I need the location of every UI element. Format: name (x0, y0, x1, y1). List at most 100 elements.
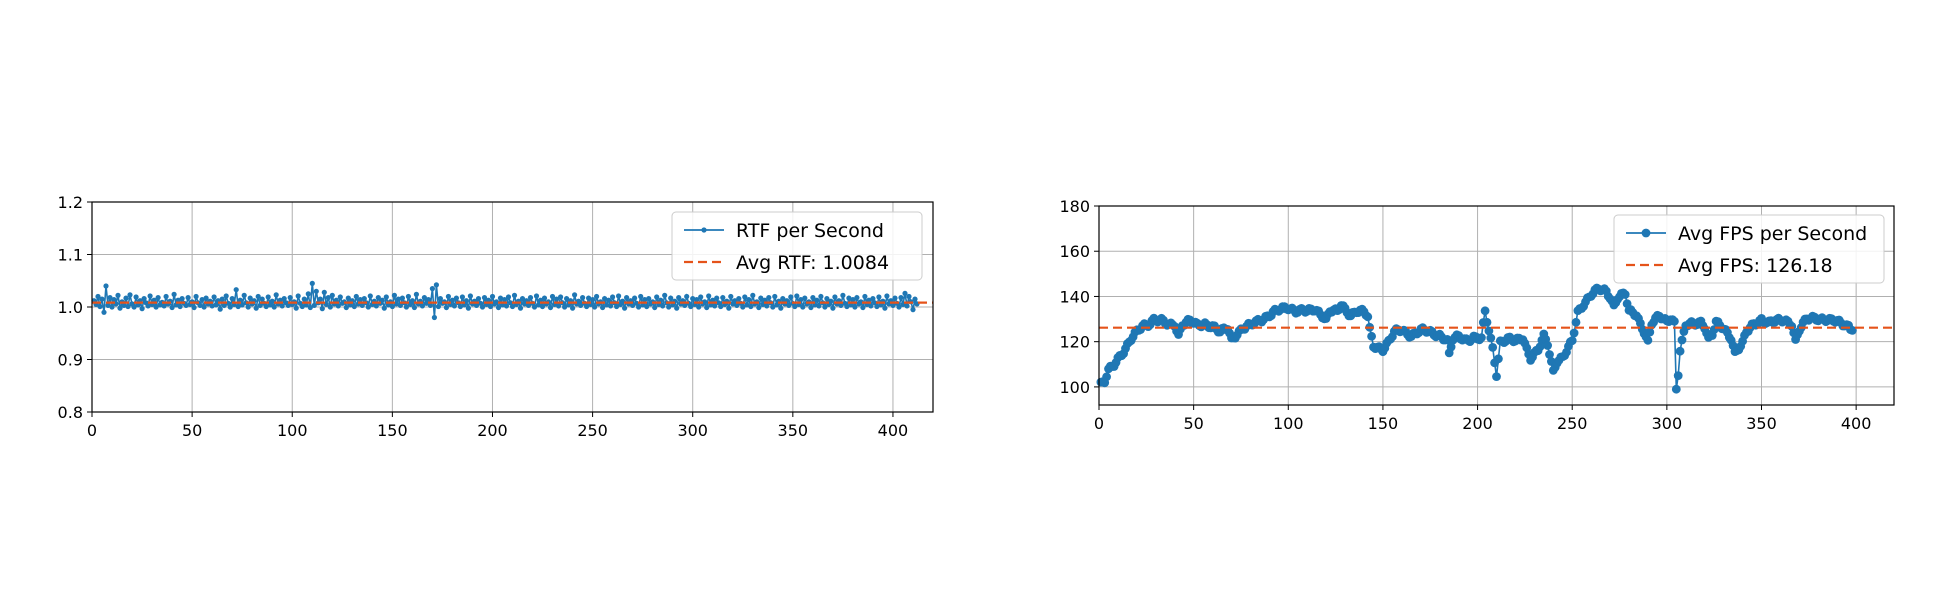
x-tick-label: 0 (87, 421, 97, 440)
data-point (870, 296, 876, 302)
legend-box (671, 211, 923, 281)
data-point (1671, 384, 1681, 394)
axes-frame (1098, 205, 1895, 406)
data-point (850, 297, 856, 303)
data-point (397, 302, 403, 308)
data-point (255, 293, 261, 300)
data-point (556, 303, 562, 309)
data-point (413, 291, 419, 297)
data-point (890, 302, 896, 308)
data-point (479, 304, 486, 310)
data-point (718, 303, 724, 310)
data-point (389, 303, 395, 310)
data-point (1477, 333, 1486, 342)
data-point (608, 303, 614, 309)
data-point (161, 303, 167, 309)
data-point (453, 295, 459, 301)
y-tick-label: 0.9 (58, 351, 83, 370)
data-point (111, 297, 117, 303)
data-point (642, 297, 648, 303)
x-tick-label: 250 (1557, 414, 1588, 433)
data-point (153, 304, 159, 310)
data-point (233, 287, 239, 293)
legend-label: Avg RTF: 1.0084 (736, 252, 889, 274)
data-point (409, 298, 415, 304)
data-point (197, 302, 203, 308)
data-point (223, 293, 229, 299)
data-point (395, 296, 401, 302)
data-point (810, 295, 816, 301)
data-point (359, 302, 365, 308)
data-point (1535, 342, 1545, 352)
data-point (902, 290, 908, 296)
data-point (876, 294, 882, 300)
data-point (311, 302, 317, 308)
data-point (564, 296, 570, 302)
data-point (375, 295, 381, 301)
rtf-chart: 0 50 100 150 200 250 300 350 400 0.8 0.9 1.0 1.1 1.2 R… (58, 193, 934, 440)
data-point (720, 295, 726, 301)
data-point (309, 280, 315, 286)
x-tick-label: 200 (477, 421, 508, 440)
data-point (794, 293, 800, 299)
data-point (357, 297, 363, 303)
data-point (241, 292, 247, 298)
data-point (493, 299, 500, 305)
data-point (125, 303, 131, 310)
data-point (391, 292, 397, 298)
data-point (868, 303, 874, 309)
data-point (600, 304, 606, 311)
data-point (1670, 316, 1679, 326)
data-point (638, 293, 644, 300)
data-point (123, 295, 129, 301)
data-point (570, 305, 576, 311)
data-point (405, 293, 411, 300)
data-point (217, 306, 223, 312)
data-point (503, 303, 510, 309)
data-point (586, 295, 592, 301)
data-point (457, 303, 463, 310)
data-point (830, 305, 836, 311)
data-point (145, 303, 151, 309)
data-point (728, 293, 734, 300)
data-point (854, 295, 860, 301)
data-point (838, 302, 844, 308)
data-point (211, 294, 217, 300)
x-tick-label: 150 (1368, 414, 1399, 433)
data-point (620, 298, 626, 304)
x-tick-label: 300 (1652, 414, 1683, 433)
data-point (874, 303, 880, 310)
data-point (209, 303, 215, 309)
data-point (772, 293, 778, 300)
data-point (676, 295, 682, 301)
y-tick-label: 100 (1059, 378, 1090, 397)
data-point (155, 295, 161, 301)
data-point (818, 293, 824, 300)
data-point (690, 296, 696, 302)
data-point (904, 303, 910, 309)
data-point (780, 296, 786, 302)
y-tick-label: 180 (1059, 197, 1090, 216)
data-point (403, 304, 409, 310)
data-point (509, 303, 516, 310)
data-point (497, 295, 504, 301)
data-point (1645, 327, 1655, 337)
data-point (361, 296, 367, 302)
data-point (654, 294, 660, 300)
legend-box (1613, 214, 1885, 284)
data-point (702, 299, 708, 305)
data-point (1486, 333, 1496, 343)
data-point (95, 293, 101, 300)
data-point (744, 302, 750, 308)
x-tick-label: 250 (577, 421, 608, 440)
data-point (381, 305, 387, 311)
data-point (832, 294, 838, 300)
legend-swatch-marker (1641, 228, 1651, 238)
data-point (1567, 336, 1577, 345)
data-point (271, 304, 277, 310)
data-point (169, 304, 175, 311)
data-point (906, 293, 912, 300)
data-point (1367, 331, 1376, 341)
data-point (317, 296, 323, 302)
data-point (337, 294, 343, 300)
